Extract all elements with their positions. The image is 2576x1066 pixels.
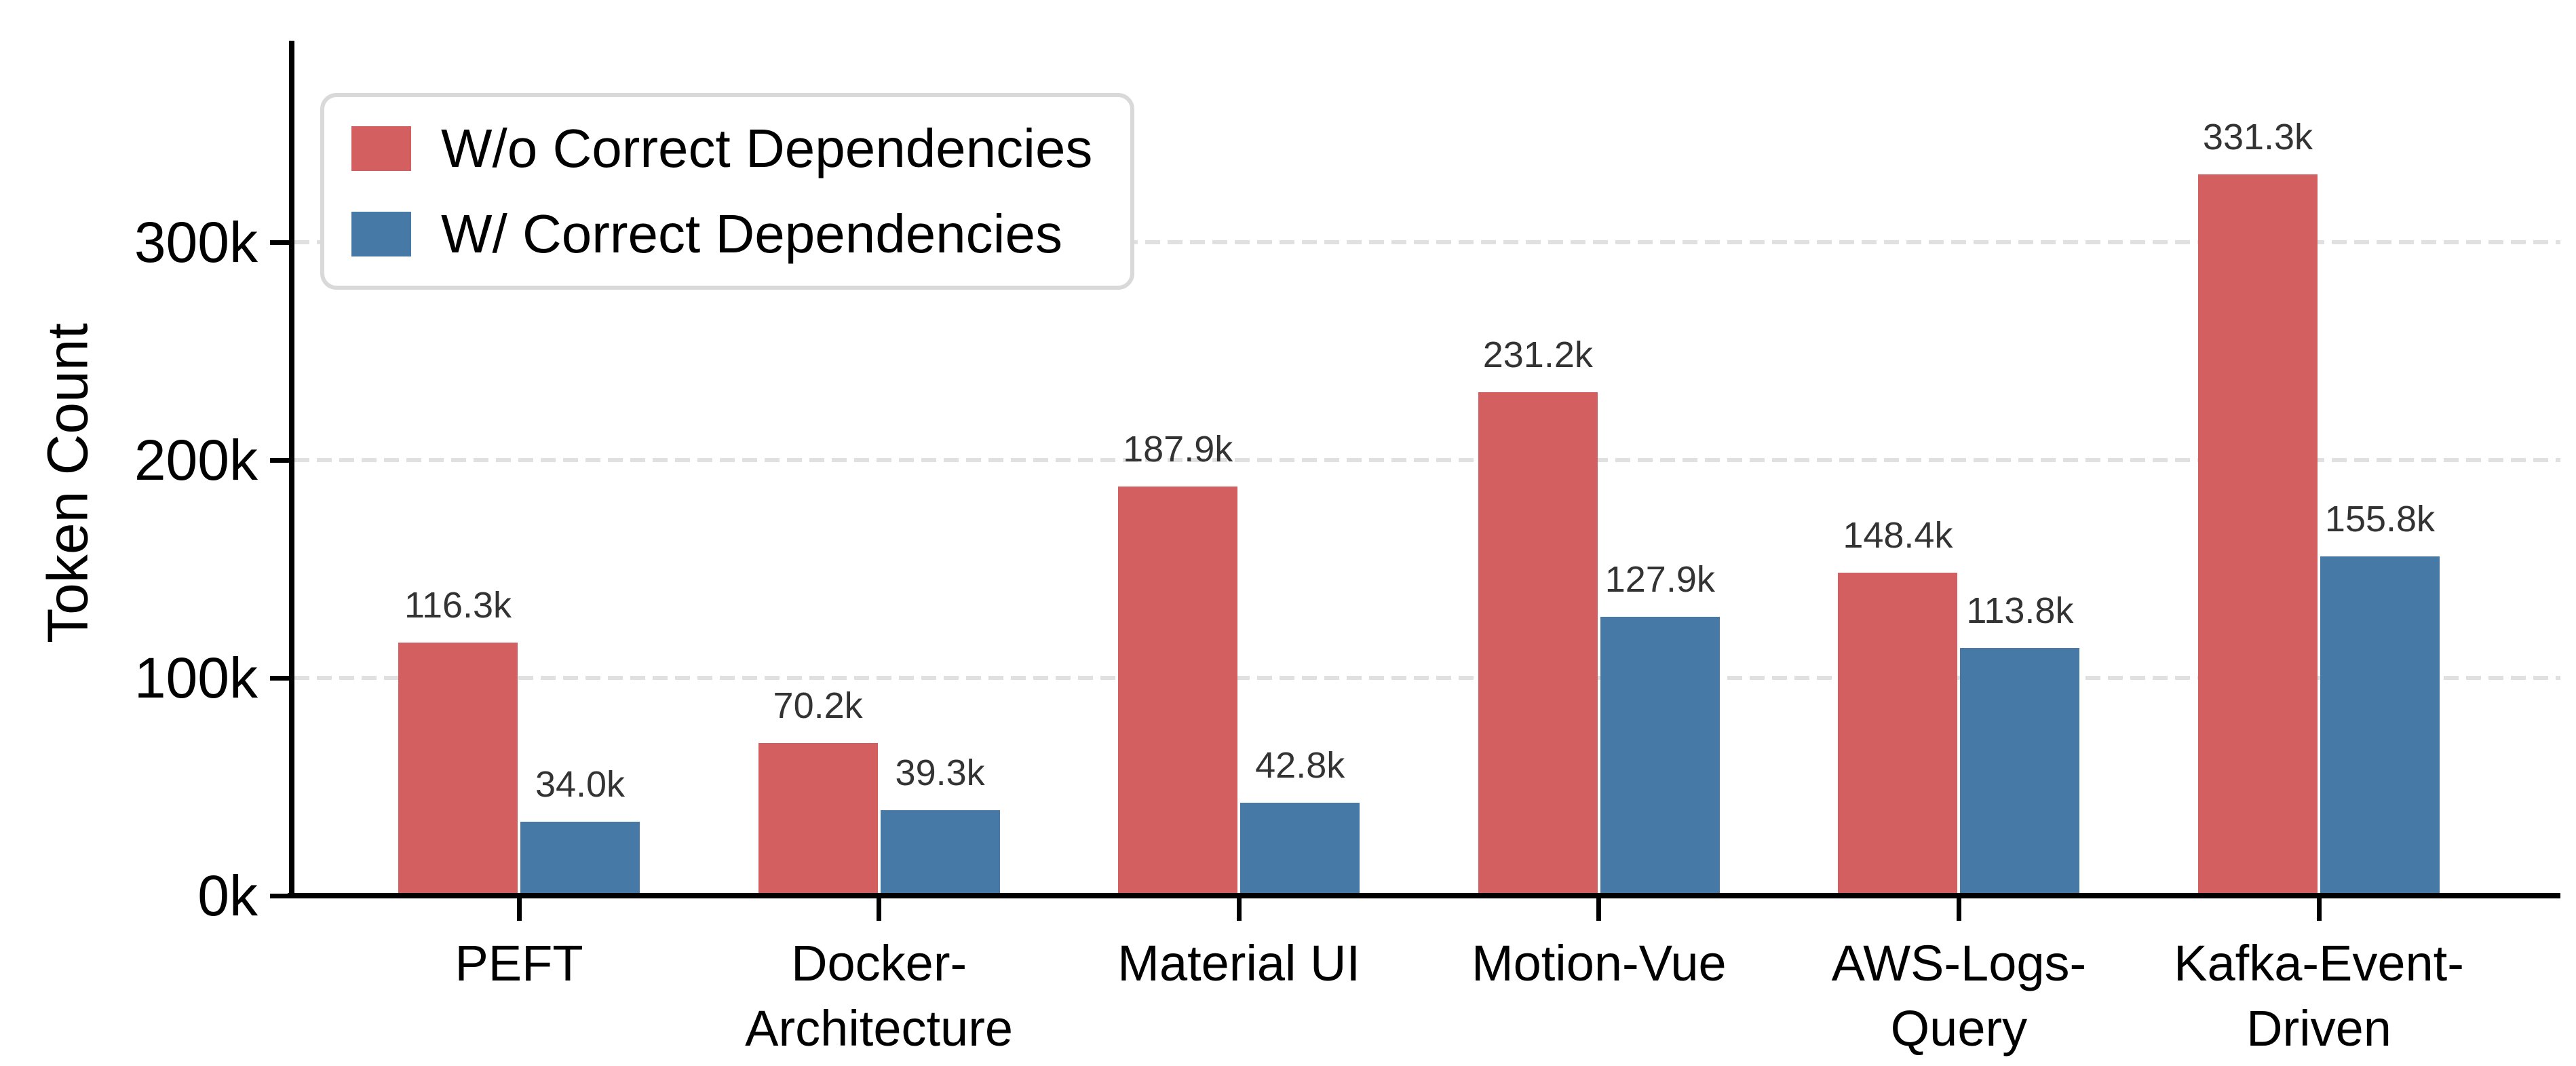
x-tick-label-line: Motion-Vue — [1471, 935, 1727, 991]
bar-value-label: 155.8k — [2324, 498, 2436, 539]
bar-value-label: 127.9k — [1604, 559, 1715, 601]
bar-wo-deps-Motion-Vue — [1478, 392, 1598, 896]
bar-w-deps-Material UI — [1240, 802, 1360, 896]
x-tick-AWS-Logs-Query — [1956, 898, 1961, 921]
x-axis-spine — [288, 893, 2560, 898]
x-tick-label-line: Kafka-Event- — [2174, 935, 2464, 991]
legend: W/o Correct Dependencies W/ Correct Depe… — [320, 93, 1135, 290]
y-tick-label-300k: 300k — [134, 210, 258, 274]
bar-value-label: 34.0k — [535, 763, 626, 805]
x-tick-label-line: Docker- — [791, 935, 967, 991]
x-tick-label-PEFT: PEFT — [302, 931, 736, 996]
y-axis-title: Token Count — [35, 323, 100, 643]
legend-item-with-deps: W/ Correct Dependencies — [351, 203, 1092, 265]
bar-value-label: 39.3k — [895, 752, 985, 793]
bar-wo-deps-Material UI — [1118, 486, 1238, 896]
y-tick-0k — [270, 893, 292, 898]
bar-value-label: 42.8k — [1255, 744, 1345, 786]
bar-w-deps-Kafka-Event-Driven — [2320, 556, 2440, 896]
x-tick-label-line: Query — [1890, 1000, 2028, 1057]
bar-value-label: 231.2k — [1482, 334, 1593, 375]
y-tick-label-100k: 100k — [134, 646, 258, 710]
grid-line-200k — [294, 458, 2560, 462]
y-tick-200k — [270, 457, 292, 463]
x-tick-Kafka-Event-Driven — [2316, 898, 2322, 921]
y-tick-label-200k: 200k — [134, 428, 258, 492]
x-tick-label-line: PEFT — [455, 935, 583, 991]
bar-value-label: 116.3k — [404, 584, 512, 626]
x-tick-PEFT — [516, 898, 522, 921]
x-tick-label-AWS-Logs-Query: AWS-Logs- Query — [1742, 931, 2176, 1061]
x-tick-label-line: Architecture — [745, 1000, 1013, 1057]
legend-item-without-deps: W/o Correct Dependencies — [351, 117, 1092, 180]
grid-line-100k — [294, 676, 2560, 680]
legend-swatch-with-deps-icon — [351, 212, 411, 256]
bar-wo-deps-Docker-Architecture — [758, 742, 878, 896]
x-tick-label-Material UI: Material UI — [1022, 931, 1456, 996]
bar-w-deps-PEFT — [520, 821, 640, 896]
bar-value-label: 331.3k — [2202, 116, 2313, 157]
legend-swatch-without-deps-icon — [351, 126, 411, 171]
bar-value-label: 187.9k — [1123, 428, 1233, 470]
x-tick-label-line: Driven — [2246, 1000, 2391, 1057]
y-tick-label-0k: 0k — [197, 864, 258, 928]
y-tick-300k — [270, 240, 292, 245]
bar-w-deps-Motion-Vue — [1600, 617, 1720, 896]
bar-wo-deps-AWS-Logs-Query — [1838, 572, 1958, 896]
bar-wo-deps-PEFT — [398, 642, 518, 896]
y-tick-100k — [270, 675, 292, 681]
bar-w-deps-AWS-Logs-Query — [1960, 647, 2080, 896]
x-tick-label-line: Material UI — [1117, 935, 1361, 991]
x-tick-label-Docker-Architecture: Docker- Architecture — [662, 931, 1096, 1061]
x-tick-label-Kafka-Event-Driven: Kafka-Event- Driven — [2102, 931, 2536, 1061]
bar-w-deps-Docker-Architecture — [880, 810, 1000, 896]
x-tick-label-Motion-Vue: Motion-Vue — [1382, 931, 1816, 996]
bar-value-label: 70.2k — [773, 685, 863, 726]
legend-label-without-deps: W/o Correct Dependencies — [441, 118, 1093, 178]
bar-value-label: 148.4k — [1843, 514, 1953, 556]
x-tick-Docker-Architecture — [877, 898, 882, 921]
y-axis-spine — [289, 41, 294, 898]
bar-wo-deps-Kafka-Event-Driven — [2198, 174, 2318, 896]
grid-line-300k — [294, 240, 2560, 244]
x-tick-label-line: AWS-Logs- — [1831, 935, 2087, 991]
x-tick-Motion-Vue — [1596, 898, 1602, 921]
x-tick-Material UI — [1236, 898, 1242, 921]
legend-label-with-deps: W/ Correct Dependencies — [441, 204, 1062, 264]
bar-value-label: 113.8k — [1966, 590, 2074, 631]
